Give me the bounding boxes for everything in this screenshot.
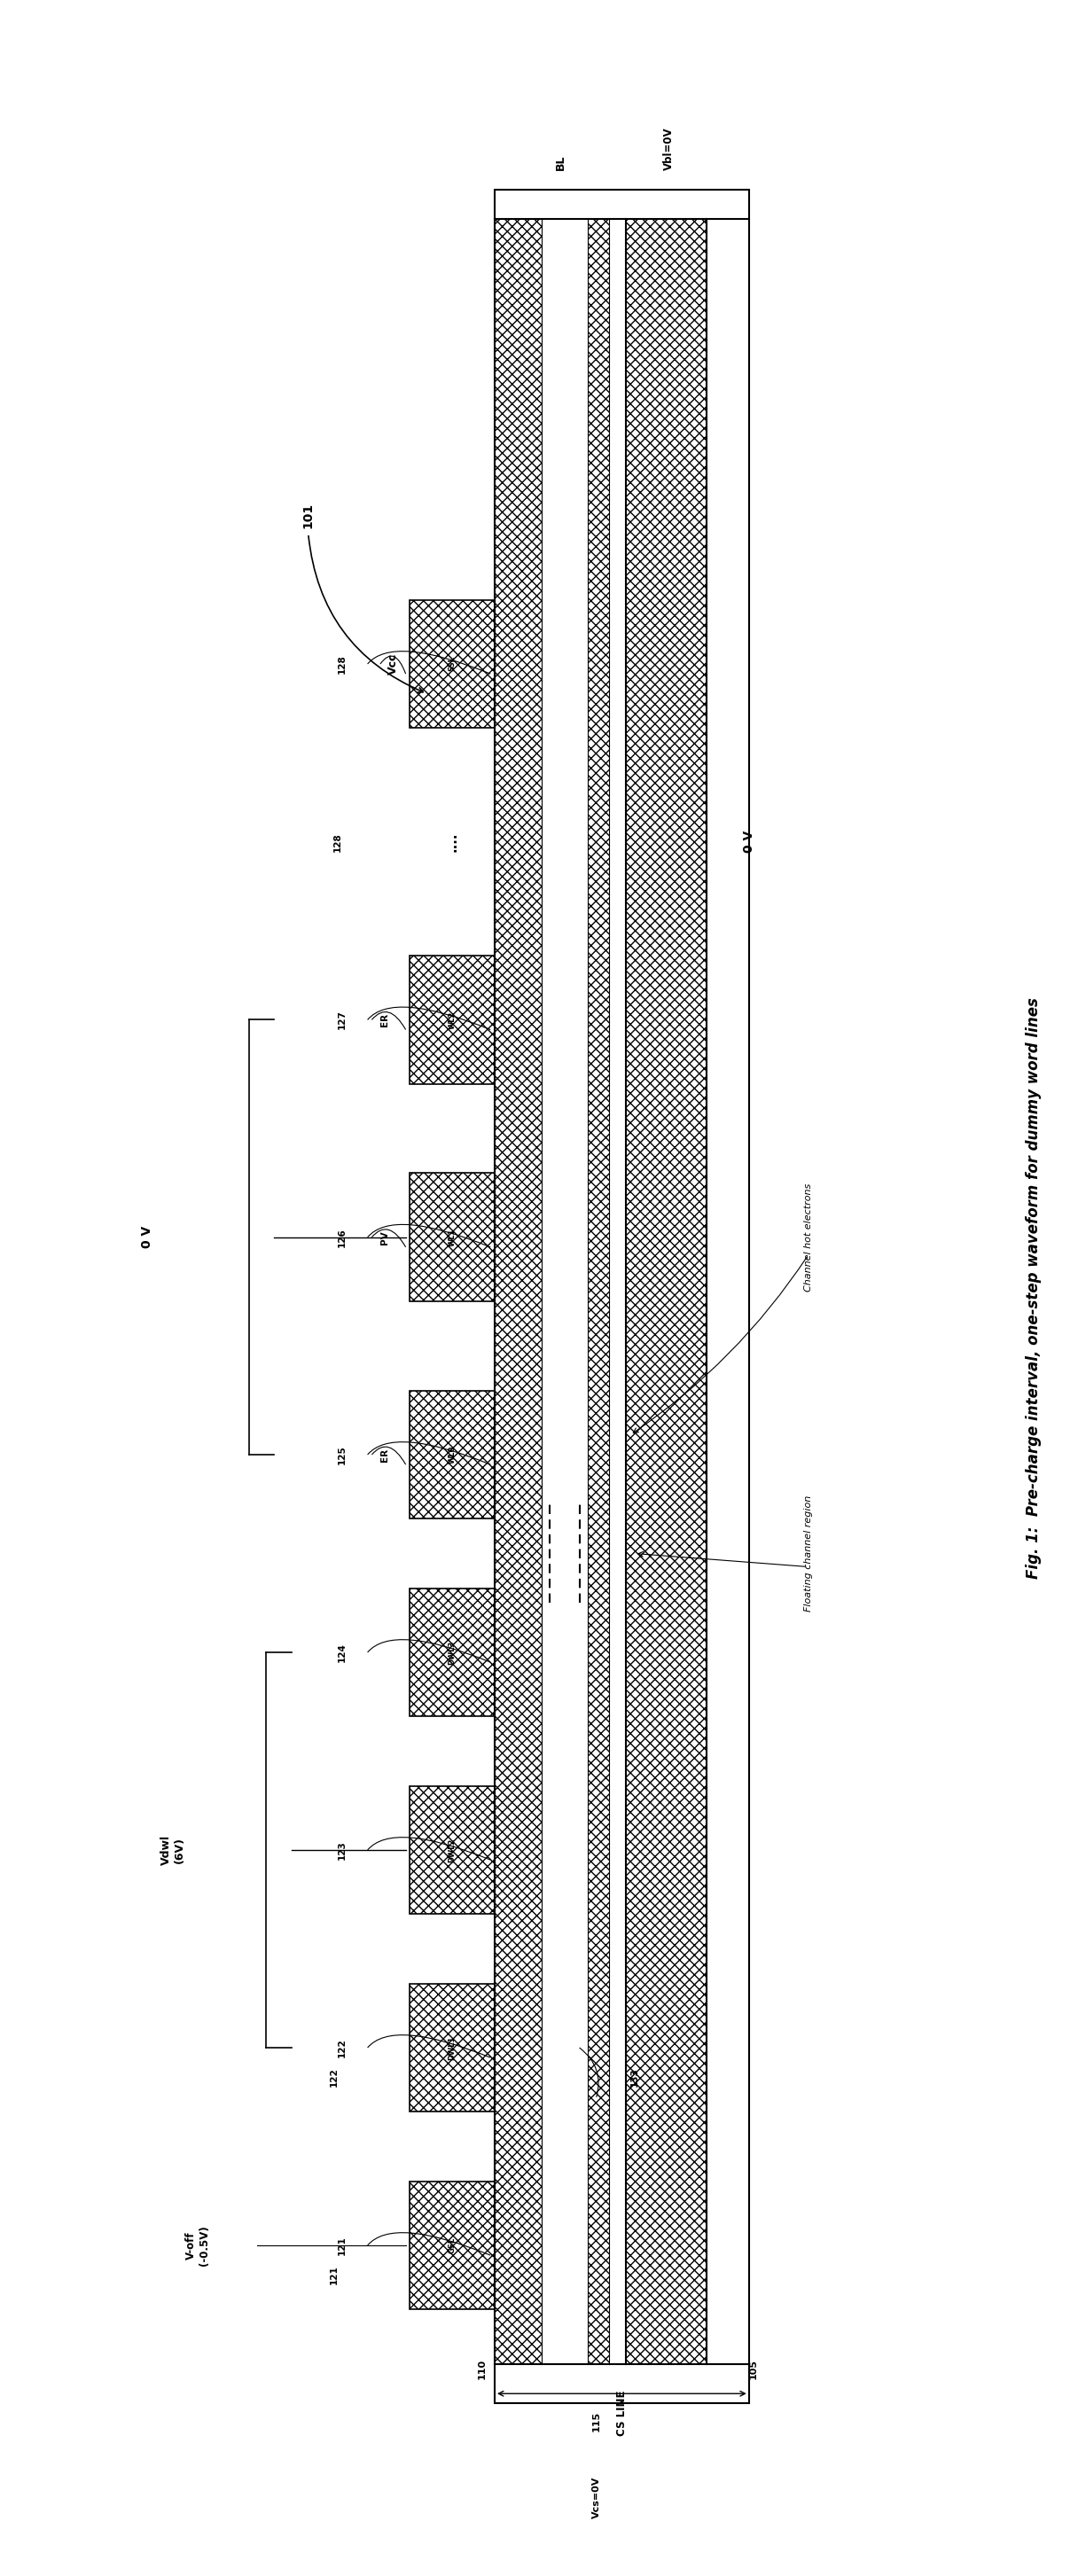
Text: Vcc: Vcc	[387, 654, 399, 675]
Text: WL1: WL1	[448, 1229, 456, 1247]
Text: 124: 124	[337, 1643, 346, 1662]
Text: 121: 121	[329, 2264, 338, 2285]
Bar	[495, 2365, 749, 2403]
Text: 122: 122	[337, 2038, 346, 2058]
Text: SSL: SSL	[448, 657, 456, 672]
Text: 110: 110	[478, 2360, 486, 2380]
Text: WL2: WL2	[448, 1010, 456, 1028]
Text: BL: BL	[554, 155, 566, 170]
Text: 0 V: 0 V	[141, 1226, 153, 1249]
Text: 123: 123	[337, 1839, 346, 1860]
Text: ER: ER	[381, 1012, 389, 1025]
Text: PV: PV	[381, 1231, 389, 1244]
Text: 101: 101	[302, 502, 315, 528]
Text: 128: 128	[337, 654, 346, 672]
Bar	[541, 219, 588, 2365]
Bar	[410, 1587, 495, 1716]
Text: Fig. 1:  Pre-charge interval, one-step waveform for dummy word lines: Fig. 1: Pre-charge interval, one-step wa…	[1025, 997, 1041, 1579]
Bar	[495, 219, 541, 2365]
Text: 125: 125	[337, 1445, 346, 1463]
Text: Vcs=0V: Vcs=0V	[592, 2476, 600, 2519]
Bar	[410, 2182, 495, 2311]
Bar	[410, 956, 495, 1084]
Bar	[609, 219, 626, 2365]
Bar	[410, 600, 495, 729]
Text: 128: 128	[333, 832, 343, 853]
Text: Floating channel region: Floating channel region	[804, 1494, 813, 1613]
Text: Channel hot electrons: Channel hot electrons	[804, 1182, 813, 1291]
Text: V-off
(-0.5V): V-off (-0.5V)	[185, 2226, 210, 2267]
Text: 122: 122	[329, 2069, 338, 2087]
Text: WL0: WL0	[448, 1445, 456, 1463]
Text: Vdwl
(6V): Vdwl (6V)	[161, 1834, 185, 1865]
Text: 105: 105	[748, 2360, 758, 2380]
Bar	[626, 219, 706, 2365]
Bar	[410, 1984, 495, 2112]
Bar	[410, 1785, 495, 1914]
Bar	[410, 1391, 495, 1520]
Text: ....: ....	[445, 832, 459, 853]
Bar	[588, 219, 609, 2365]
Text: 0 V: 0 V	[743, 829, 755, 853]
Bar	[706, 219, 749, 2365]
Text: ER: ER	[381, 1448, 389, 1461]
Text: CS LINE: CS LINE	[616, 2391, 627, 2437]
Text: DWL3: DWL3	[448, 1641, 456, 1664]
Bar	[495, 191, 749, 219]
Text: 133: 133	[630, 2069, 639, 2087]
Text: Vbl=0V: Vbl=0V	[663, 126, 674, 170]
Text: GSL: GSL	[448, 2239, 456, 2254]
Text: 126: 126	[337, 1229, 346, 1247]
Text: 121: 121	[337, 2236, 346, 2254]
Text: 127: 127	[337, 1010, 346, 1030]
Text: DWL2: DWL2	[448, 1837, 456, 1862]
Bar	[410, 1172, 495, 1301]
Text: 115: 115	[592, 2411, 600, 2432]
Text: DWL1: DWL1	[448, 2035, 456, 2061]
